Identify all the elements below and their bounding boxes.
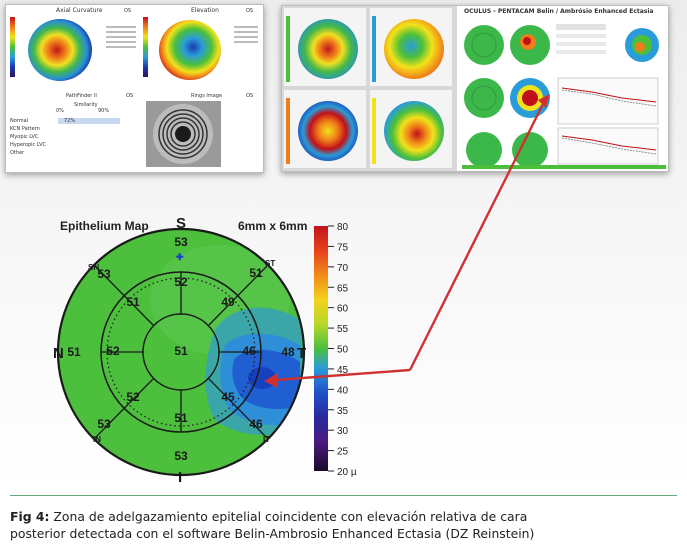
axial-curvature-title: Axial Curvature <box>56 7 103 14</box>
scale-tick-label: 70 <box>337 263 349 274</box>
value-s-outer: 53 <box>174 235 188 249</box>
scale-tick-label: 65 <box>337 283 349 294</box>
epithelium-map-title: Epithelium Map <box>60 219 149 233</box>
topography-printout: Axial Curvature OS Elevation OS <box>5 4 264 173</box>
similarity-min: 0% <box>56 108 64 114</box>
figure-caption: Fig 4: Zona de adelgazamiento epitelial … <box>10 508 664 542</box>
pentacam-maps-area <box>282 6 457 171</box>
scale-tick-label: 60 <box>337 304 349 315</box>
placido-rings-image <box>146 101 221 167</box>
rings-image-title: Rings Image <box>191 93 223 99</box>
scale-tick-label: 80 <box>337 222 349 233</box>
scale-ticks: 80 75 70 65 60 55 50 45 40 35 30 25 20 µ <box>328 222 357 478</box>
belin-ambrosio-display <box>462 24 666 169</box>
color-scale-bar <box>10 17 15 77</box>
value-it-mid: 45 <box>221 390 235 404</box>
scale-tick-label: 30 <box>337 426 349 437</box>
figure-area: Axial Curvature OS Elevation OS <box>0 0 687 490</box>
direction-labels: S N T I <box>53 215 306 486</box>
similarity-bar: 72% <box>58 118 120 124</box>
value-sn-mid: 51 <box>126 295 140 309</box>
scale-tick-label: 25 <box>337 447 349 458</box>
pathfinder-title: PathFinder II <box>66 93 97 99</box>
category-row: Other <box>10 149 130 157</box>
eye-label: OS <box>124 8 132 14</box>
oculus-title: OCULUS - PENTACAM Belin / Ambrósio Enhan… <box>464 8 654 15</box>
direction-inferior: I <box>178 469 182 486</box>
elevation-title: Elevation <box>191 7 219 14</box>
eye-label: OS <box>246 8 254 14</box>
category-row: Myopic LVC <box>10 133 130 141</box>
sector-sn: SN <box>88 263 99 272</box>
value-i-mid: 51 <box>174 411 188 425</box>
caption-line-2: posterior detectada con el software Beli… <box>10 526 535 541</box>
category-label: KCN Pattern <box>10 126 40 132</box>
sector-lines <box>94 265 268 439</box>
scale-tick-label: 20 µ <box>337 467 357 478</box>
epithelium-map-figure: Epithelium Map 6mm x 6mm ✚ 53 53 <box>53 94 550 486</box>
outer-ring <box>56 227 306 477</box>
pathfinder-categories: Normal 72% KCN Pattern Myopic LVC Hypero… <box>10 117 130 157</box>
caption-divider <box>10 495 677 496</box>
value-s-mid: 52 <box>174 275 188 289</box>
category-label: Normal <box>10 118 29 124</box>
sector-labels: SN ST IN IT <box>88 259 275 444</box>
scale-tick-label: 40 <box>337 385 349 396</box>
sector-it: IT <box>263 435 270 444</box>
category-label: Other <box>10 150 25 156</box>
value-sn-outer: 53 <box>97 267 111 281</box>
direction-temporal: T <box>297 345 306 362</box>
sector-st: ST <box>265 259 275 268</box>
measurement-text-block <box>234 23 258 63</box>
value-n-outer: 51 <box>67 345 81 359</box>
eye-label: OS <box>126 93 134 99</box>
axial-curvature-map <box>28 19 92 81</box>
direction-nasal: N <box>53 345 64 362</box>
scale-tick-label: 55 <box>337 324 349 335</box>
thickness-values: 53 53 51 51 48 53 46 53 52 51 49 52 51 4… <box>67 235 295 463</box>
similarity-label: Similarity <box>74 102 98 108</box>
measurement-text-block <box>106 23 136 63</box>
sector-in: IN <box>93 435 101 444</box>
caption-line-1: Fig 4: Zona de adelgazamiento epitelial … <box>10 508 664 525</box>
value-t-outer: 48 <box>281 345 295 359</box>
eye-label: OS <box>246 93 254 99</box>
pentacam-printout: OCULUS - PENTACAM Belin / Ambrósio Enhan… <box>281 5 669 172</box>
similarity-max: 90% <box>98 108 110 114</box>
thickness-color-scale <box>314 226 328 471</box>
category-row: KCN Pattern <box>10 125 130 133</box>
scale-tick-label: 35 <box>337 406 349 417</box>
value-i-outer: 53 <box>174 449 188 463</box>
scale-tick-label: 50 <box>337 345 349 356</box>
value-st-mid: 49 <box>221 295 235 309</box>
map-size-label: 6mm x 6mm <box>238 219 307 233</box>
pointer-arrow <box>264 94 550 388</box>
value-st-outer: 51 <box>249 266 263 280</box>
direction-superior: S <box>176 215 186 232</box>
value-in-mid: 52 <box>126 390 140 404</box>
category-row: Hyperopic LVC <box>10 141 130 149</box>
value-n-mid: 52 <box>106 344 120 358</box>
color-scale-bar <box>143 17 148 77</box>
caption-text-1: Zona de adelgazamiento epitelial coincid… <box>49 509 528 524</box>
category-label: Myopic LVC <box>10 134 39 140</box>
category-label: Hyperopic LVC <box>10 142 47 148</box>
scale-tick-label: 75 <box>337 242 349 253</box>
fixation-marker: ✚ <box>176 252 184 262</box>
value-it-outer: 46 <box>249 417 263 431</box>
value-center: 51 <box>174 344 188 358</box>
scale-tick-label: 45 <box>337 365 349 376</box>
category-row: Normal 72% <box>10 117 130 125</box>
caption-label: Fig 4: <box>10 509 50 524</box>
similarity-value: 72% <box>64 118 76 124</box>
value-t-mid: 46 <box>242 344 256 358</box>
elevation-map <box>159 20 221 80</box>
pentacam-quad-maps <box>284 8 452 168</box>
value-in-outer: 53 <box>97 417 111 431</box>
